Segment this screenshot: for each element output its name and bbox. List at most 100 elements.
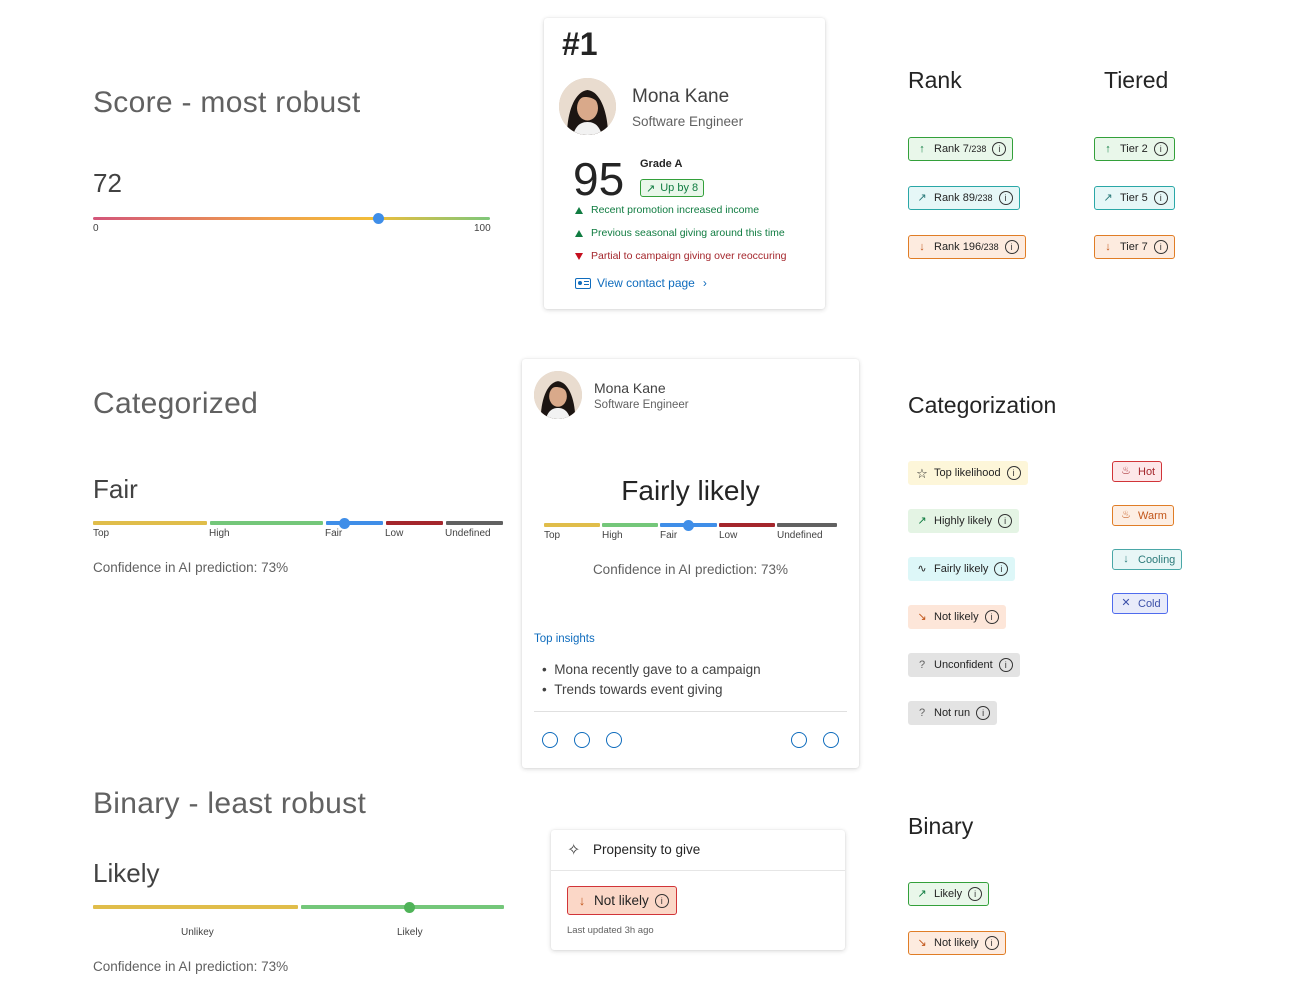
action-circle-icon[interactable] (606, 732, 622, 748)
chevron-right-icon: › (702, 276, 707, 290)
arrow-down-icon: ↓ (1123, 553, 1129, 565)
scale-segment-unlikely (93, 905, 298, 909)
scale-label: Undefined (777, 530, 823, 541)
scale-label: Undefined (445, 528, 491, 539)
divider (534, 711, 847, 712)
likelihood-badge[interactable]: ↘ Not likely i (908, 605, 1006, 629)
trend-down-icon: ↘ (917, 936, 927, 949)
info-icon[interactable]: i (976, 706, 991, 720)
binary-value: Likely (93, 858, 160, 888)
binary-badge[interactable]: ↗ Likely i (908, 882, 990, 906)
binary-title: Binary - least robust (93, 787, 367, 820)
insights-header: Top insights (534, 633, 595, 645)
scale-label: Fair (660, 530, 678, 541)
tier-badge[interactable]: ↓ Tier 7 i (1094, 235, 1175, 259)
info-icon[interactable]: i (1153, 240, 1168, 254)
info-icon[interactable]: i (994, 562, 1009, 576)
rank-number: #1 (562, 26, 598, 62)
scale-label: Unlikey (181, 927, 214, 938)
flame-icon: ♨ (1121, 509, 1131, 521)
scale-label: Top (93, 528, 110, 539)
grade-label: Grade A (640, 158, 683, 170)
scale-label: Likely (397, 927, 423, 938)
likelihood-badge[interactable]: ? Not run i (908, 701, 998, 725)
pulse-icon: ∿ (917, 562, 927, 575)
star-icon: ☆ (916, 465, 928, 481)
action-circle-icon[interactable] (791, 732, 807, 748)
info-icon[interactable]: i (1153, 191, 1168, 205)
scale-segment-high (210, 521, 323, 525)
action-circle-icon[interactable] (542, 732, 558, 748)
arrow-down-icon: ↓ (578, 893, 586, 908)
avatar[interactable] (559, 78, 616, 135)
contact-name: Mona Kane (594, 380, 666, 396)
contact-role: Software Engineer (632, 114, 744, 129)
binary-badge[interactable]: ↘ Not likely i (908, 931, 1006, 955)
insight-item: Previous seasonal giving around this tim… (575, 227, 785, 239)
avatar[interactable] (534, 371, 582, 419)
info-icon[interactable]: i (998, 514, 1013, 528)
info-icon[interactable]: i (968, 887, 983, 901)
info-icon[interactable]: i (984, 936, 999, 950)
temperature-badge[interactable]: ✕ Cold (1112, 593, 1168, 614)
info-icon[interactable]: i (654, 893, 669, 908)
question-icon: ? (918, 706, 926, 719)
info-icon[interactable]: i (1004, 240, 1019, 254)
arrow-up-icon: ↑ (919, 142, 925, 155)
scale-label: Low (385, 528, 404, 539)
tier-badge[interactable]: ↗ Tier 5 i (1094, 186, 1175, 210)
scale-label: High (209, 528, 230, 539)
triangle-up-icon (575, 229, 583, 237)
tiered-title: Tiered (1104, 67, 1169, 93)
propensity-card: ✧ Propensity to give ↓ Not likely i Last… (551, 830, 845, 950)
scale-segment-likely (301, 905, 504, 909)
trend-up-icon: ↗ (917, 514, 927, 527)
rank-badge[interactable]: ↑ Rank 7/238 i (908, 137, 1014, 161)
binary-section-title: Binary (908, 813, 974, 839)
action-circle-icon[interactable] (574, 732, 590, 748)
trend-down-icon: ↘ (917, 610, 927, 623)
categorization-title: Categorization (908, 392, 1057, 418)
view-contact-link[interactable]: View contact page › (575, 276, 707, 290)
temperature-badge[interactable]: ↓ Cooling (1112, 549, 1183, 570)
temperature-badge[interactable]: ♨ Warm (1112, 505, 1174, 526)
scale-label: High (602, 530, 623, 541)
rank-title: Rank (908, 67, 962, 93)
scale-segment-fair (326, 521, 383, 525)
scale-segment-low (719, 523, 775, 527)
info-icon[interactable]: i (992, 142, 1007, 156)
action-circle-icon[interactable] (823, 732, 839, 748)
info-icon[interactable]: i (1006, 466, 1021, 480)
contact-name: Mona Kane (632, 86, 730, 107)
trend-up-icon: ↗ (646, 182, 656, 195)
arrow-down-icon: ↓ (919, 240, 925, 253)
scale-segment-undefined (777, 523, 837, 527)
scale-segment-top (93, 521, 207, 525)
scale-marker (404, 901, 415, 913)
scale-segment-top (544, 523, 600, 527)
score-slider-thumb[interactable] (373, 213, 385, 224)
likelihood-badge[interactable]: ∿ Fairly likely i (908, 557, 1016, 581)
categorized-value: Fair (93, 474, 138, 504)
sparkle-icon: ✧ (567, 842, 581, 859)
score-bar (93, 217, 490, 220)
info-icon[interactable]: i (998, 658, 1013, 672)
likelihood-badge[interactable]: ☆ Top likelihood i (908, 461, 1028, 485)
fire-icon: ♨ (1121, 465, 1131, 477)
scale-label: Low (719, 530, 738, 541)
info-icon[interactable]: i (998, 191, 1013, 205)
rank-badge[interactable]: ↗ Rank 89/238 i (908, 186, 1020, 210)
likelihood-badge[interactable]: ↗ Highly likely i (908, 509, 1020, 533)
triangle-up-icon (575, 206, 583, 214)
not-likely-badge[interactable]: ↓ Not likely i (567, 886, 677, 915)
tier-badge[interactable]: ↑ Tier 2 i (1094, 137, 1175, 161)
contact-card-icon (575, 277, 591, 289)
temperature-badge[interactable]: ♨ Hot (1112, 461, 1163, 482)
confidence-text: Confidence in AI prediction: 73% (93, 560, 289, 575)
rank-badge[interactable]: ↓ Rank 196/238 i (908, 235, 1026, 259)
score-max-label: 100 (474, 223, 491, 234)
info-icon[interactable]: i (984, 610, 999, 624)
propensity-title: Propensity to give (593, 842, 701, 857)
info-icon[interactable]: i (1153, 142, 1168, 156)
likelihood-badge[interactable]: ? Unconfident i (908, 653, 1020, 677)
